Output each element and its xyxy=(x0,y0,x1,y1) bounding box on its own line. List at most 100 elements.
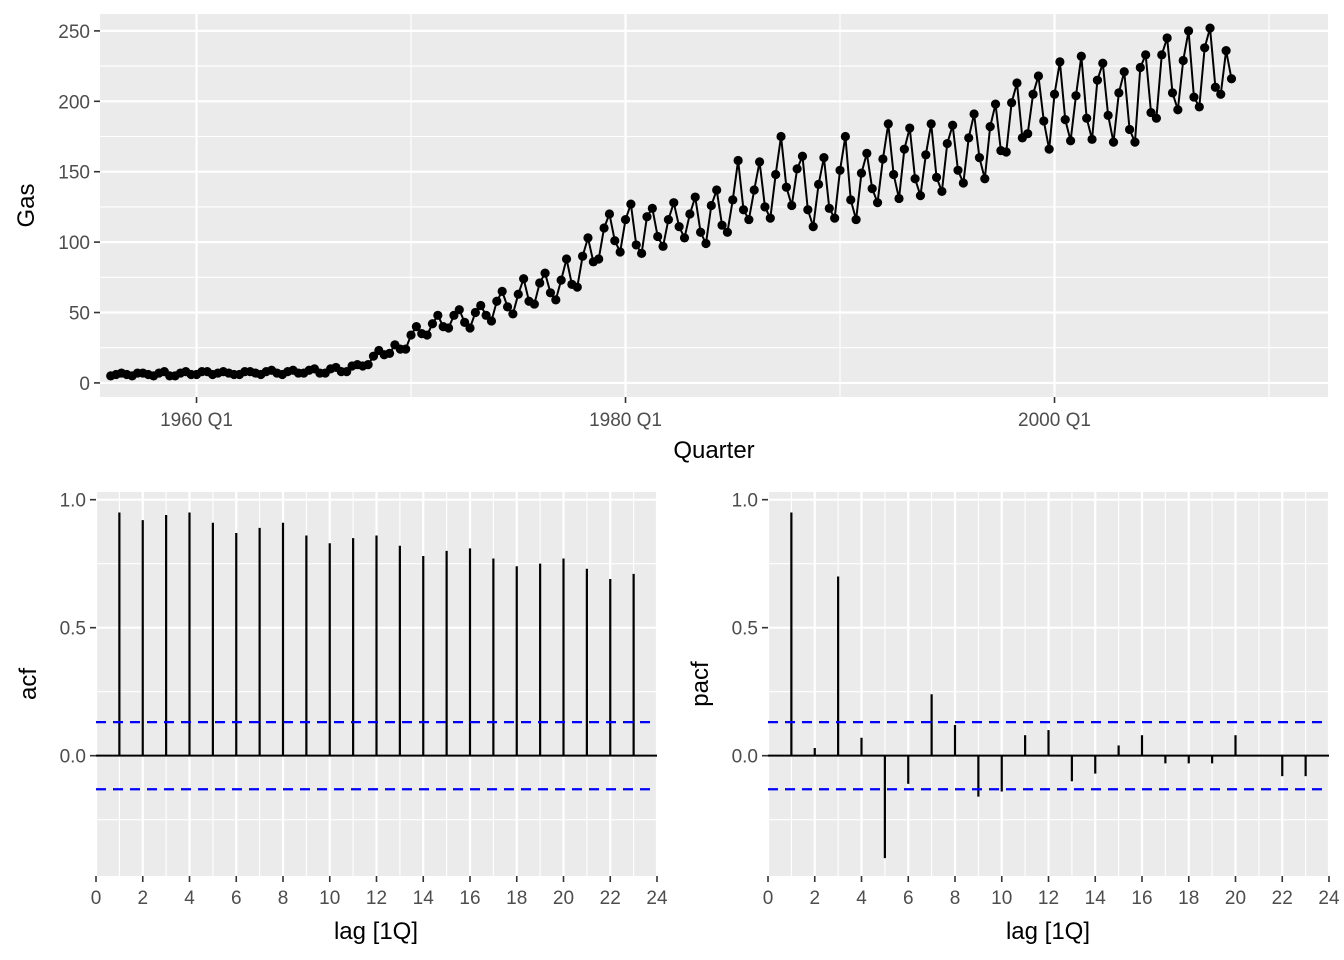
gas-point xyxy=(803,205,813,215)
pacf-chart: 0.00.51.00 2 4 6 8 10 12 14 16 18 20 22 24 lag [1Q] … xyxy=(687,491,1340,945)
ts-y-tick-label: 200 xyxy=(58,92,90,113)
gas-point xyxy=(1173,105,1183,115)
ts-y-tick-label: 50 xyxy=(69,304,90,325)
gas-point xyxy=(454,305,464,315)
acf-x-tick-label: 14 xyxy=(413,888,435,909)
gas-point xyxy=(1082,113,1092,123)
gas-point xyxy=(1119,67,1129,77)
gas-point xyxy=(513,289,523,299)
pacf-x-tick-label: 8 xyxy=(950,888,961,909)
gas-point xyxy=(578,251,588,261)
gas-point xyxy=(443,323,454,333)
gas-point xyxy=(974,153,985,163)
gas-point xyxy=(406,330,416,340)
ts-x-tick-label: 2000 Q1 xyxy=(1018,410,1091,431)
gas-point xyxy=(787,200,797,211)
gas-point xyxy=(701,238,711,249)
acf-x-tick-label: 22 xyxy=(600,888,621,909)
gas-series xyxy=(106,23,1237,381)
gas-point xyxy=(1221,46,1231,56)
gas-point xyxy=(765,213,775,223)
gas-point xyxy=(486,316,497,326)
gas-point xyxy=(958,178,968,188)
gas-point xyxy=(754,157,765,167)
acf-x-tick-label: 6 xyxy=(231,888,242,909)
gas-point xyxy=(540,268,550,278)
gas-point xyxy=(1071,91,1081,101)
gas-point xyxy=(647,203,657,213)
gas-point xyxy=(1023,129,1033,139)
gas-point xyxy=(948,120,958,130)
gas-point xyxy=(470,307,480,318)
acf-x-tick-label: 8 xyxy=(278,888,289,909)
gas-point xyxy=(427,319,438,329)
gas-point xyxy=(980,174,990,184)
pacf-y-tick-label: 0.5 xyxy=(732,619,758,640)
gas-point xyxy=(476,300,486,311)
acf-x-tick-label: 12 xyxy=(366,888,387,909)
gas-point xyxy=(637,248,647,258)
gas-point xyxy=(492,296,502,306)
gas-point xyxy=(830,213,840,223)
gas-point xyxy=(669,198,679,208)
gas-point xyxy=(1114,88,1124,98)
gas-point xyxy=(969,109,979,119)
gas-point xyxy=(1103,110,1113,120)
gas-point xyxy=(674,222,684,232)
gas-point xyxy=(679,233,690,243)
gas-point xyxy=(771,169,781,180)
gas-point xyxy=(1200,43,1210,53)
gas-point xyxy=(856,168,867,178)
ts-y-tick-label: 0 xyxy=(79,374,90,395)
gas-point xyxy=(1135,62,1145,73)
gas-point xyxy=(519,274,529,284)
ts-y-tick-label: 100 xyxy=(58,233,90,254)
gas-point xyxy=(1226,74,1237,84)
gas-point xyxy=(1157,50,1167,60)
gas-point xyxy=(556,275,566,285)
gas-point xyxy=(1087,134,1097,144)
gas-point xyxy=(851,214,861,225)
gas-point xyxy=(706,200,716,211)
gas-point xyxy=(384,348,395,358)
gas-point xyxy=(835,165,845,175)
gas-point xyxy=(931,172,942,182)
gas-point xyxy=(502,302,513,312)
gas-point xyxy=(1049,89,1060,99)
gas-point xyxy=(422,330,432,340)
gas-point xyxy=(728,195,738,205)
gas-point xyxy=(1178,55,1188,66)
gas-point xyxy=(1098,58,1108,68)
acf-y-tick-label: 1.0 xyxy=(60,491,86,512)
gas-point xyxy=(1205,23,1215,33)
gas-point xyxy=(1039,116,1049,126)
gas-point xyxy=(905,123,915,133)
acf-x-tick-label: 20 xyxy=(553,888,574,909)
gas-point xyxy=(990,99,1001,109)
gas-point xyxy=(535,278,545,288)
gas-point xyxy=(926,119,936,129)
pacf-x-tick-label: 4 xyxy=(856,888,867,909)
gas-point xyxy=(937,186,947,197)
pacf-x-tick-label: 0 xyxy=(763,888,774,909)
gas-point xyxy=(1092,75,1103,85)
gas-point xyxy=(1033,71,1044,81)
gas-point xyxy=(685,209,695,219)
gas-point xyxy=(1194,102,1204,112)
gas-point xyxy=(690,192,700,202)
gas-point xyxy=(594,254,604,264)
gas-point xyxy=(465,323,475,333)
gas-point xyxy=(695,227,706,237)
gas-point xyxy=(658,241,668,251)
gas-point xyxy=(508,309,518,319)
gas-point xyxy=(583,233,593,243)
gas-point xyxy=(883,119,893,129)
gas-point xyxy=(921,150,931,160)
pacf-x-tick-label: 20 xyxy=(1225,888,1246,909)
acf-stems xyxy=(96,512,657,791)
acf-axes: 0.00.51.00 2 4 6 8 10 12 14 16 18 20 22 24 xyxy=(60,491,668,909)
gas-point xyxy=(599,223,609,233)
gas-point xyxy=(663,214,674,225)
gas-point xyxy=(1189,92,1199,102)
acf-x-tick-label: 18 xyxy=(506,888,527,909)
